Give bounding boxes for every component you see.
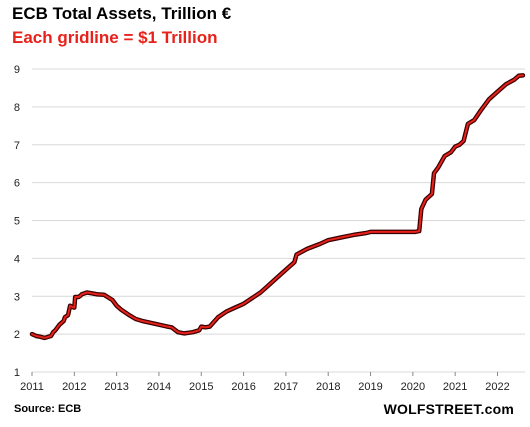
- series-line: [31, 74, 524, 339]
- x-tick-label: 2018: [316, 381, 340, 393]
- x-tick-label: 2011: [20, 381, 44, 393]
- y-tick-label: 4: [14, 253, 20, 265]
- brand-watermark: WOLFSTREET.com: [383, 401, 514, 417]
- y-tick-label: 2: [14, 329, 20, 341]
- x-axis: 2011 2012 2013 2014 2015 2016 2017 2018 2019 2020…: [20, 372, 510, 393]
- x-tick-label: 2017: [274, 381, 298, 393]
- x-tick-label: 2014: [147, 381, 171, 393]
- x-tick-label: 2019: [358, 381, 382, 393]
- y-tick-label: 6: [14, 178, 20, 190]
- x-tick-label: 2013: [104, 381, 128, 393]
- y-axis: 1 2 3 4 5 6 7 8 9: [14, 64, 20, 379]
- y-tick-label: 1: [14, 367, 20, 379]
- x-tick-label: 2016: [231, 381, 255, 393]
- y-tick-label: 3: [14, 291, 20, 303]
- x-tick-label: 2020: [401, 381, 425, 393]
- source-note: Source: ECB: [14, 403, 82, 415]
- x-tick-label: 2015: [189, 381, 213, 393]
- y-tick-label: 5: [14, 216, 20, 228]
- y-tick-label: 7: [14, 140, 20, 152]
- chart-subtitle: Each gridline = $1 Trillion: [12, 28, 218, 47]
- chart-title: ECB Total Assets, Trillion €: [12, 4, 232, 23]
- y-tick-label: 8: [14, 102, 20, 114]
- x-tick-label: 2022: [485, 381, 509, 393]
- plot-area: [29, 73, 526, 341]
- x-tick-label: 2021: [443, 381, 467, 393]
- y-tick-label: 9: [14, 64, 20, 76]
- gridlines: [32, 68, 525, 373]
- series-line-outline: [29, 73, 526, 341]
- x-tick-label: 2012: [62, 381, 86, 393]
